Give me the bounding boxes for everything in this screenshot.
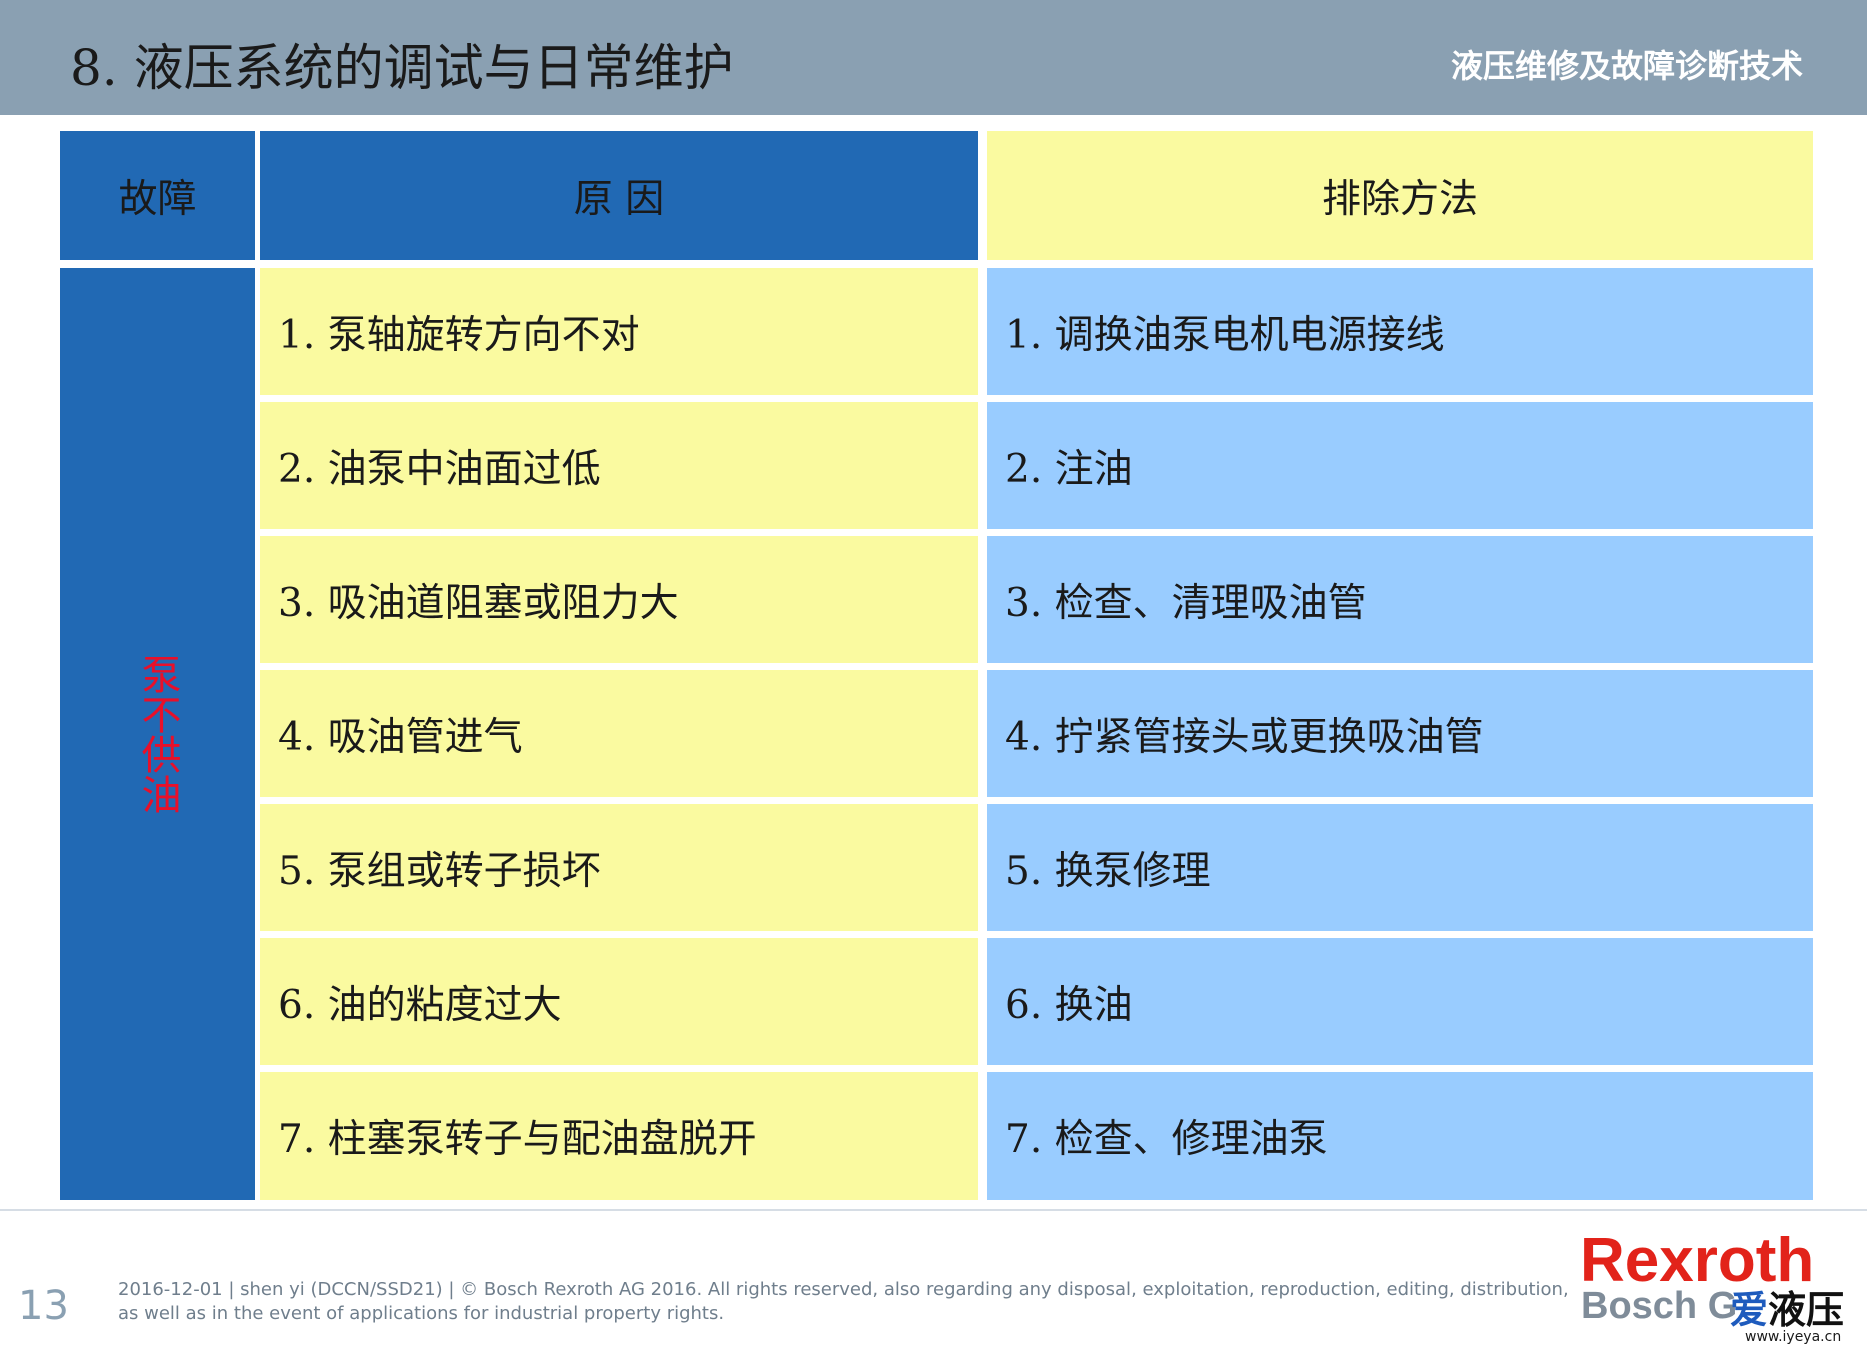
cause-cell: 2. 油泵中油面过低 [260, 402, 978, 529]
cause-cell: 7. 柱塞泵转子与配油盘脱开 [260, 1072, 978, 1200]
cause-cell: 5. 泵组或转子损坏 [260, 804, 978, 931]
remedy-cell: 6. 换油 [987, 938, 1813, 1065]
cause-cell: 6. 油的粘度过大 [260, 938, 978, 1065]
watermark-char: 爱 [1730, 1288, 1769, 1332]
cause-cell: 1. 泵轴旋转方向不对 [260, 268, 978, 395]
page-number: 13 [18, 1283, 69, 1329]
remedy-cell: 4. 拧紧管接头或更换吸油管 [987, 670, 1813, 797]
watermark-logo: 爱液压 [1730, 1288, 1844, 1332]
watermark-text: 液压 [1768, 1288, 1845, 1332]
fault-cell: 泵不供油 [60, 268, 255, 1200]
header-fault: 故障 [60, 131, 255, 260]
header-cause: 原 因 [260, 131, 978, 260]
cause-cell: 4. 吸油管进气 [260, 670, 978, 797]
cause-cell: 3. 吸油道阻塞或阻力大 [260, 536, 978, 663]
remedy-cell: 5. 换泵修理 [987, 804, 1813, 931]
footer-copyright-line1: 2016-12-01 | shen yi (DCCN/SSD21) | © Bo… [118, 1279, 1569, 1300]
header-subtitle: 液压维修及故障诊断技术 [1450, 47, 1803, 85]
rexroth-logo: Rexroth [1580, 1226, 1815, 1295]
header-remedy: 排除方法 [987, 131, 1813, 260]
fault-label: 泵不供油 [134, 654, 181, 814]
remedy-cell: 1. 调换油泵电机电源接线 [987, 268, 1813, 395]
footer-divider [0, 1209, 1867, 1211]
page-title: 8. 液压系统的调试与日常维护 [70, 39, 734, 97]
bosch-group-text: Bosch G [1581, 1285, 1738, 1327]
footer-copyright-line2: as well as in the event of applications … [118, 1303, 725, 1324]
remedy-cell: 7. 检查、修理油泵 [987, 1072, 1813, 1200]
watermark-url: www.iyeya.cn [1745, 1329, 1842, 1345]
header-bar: 8. 液压系统的调试与日常维护 液压维修及故障诊断技术 [0, 0, 1867, 115]
remedy-cell: 2. 注油 [987, 402, 1813, 529]
remedy-cell: 3. 检查、清理吸油管 [987, 536, 1813, 663]
